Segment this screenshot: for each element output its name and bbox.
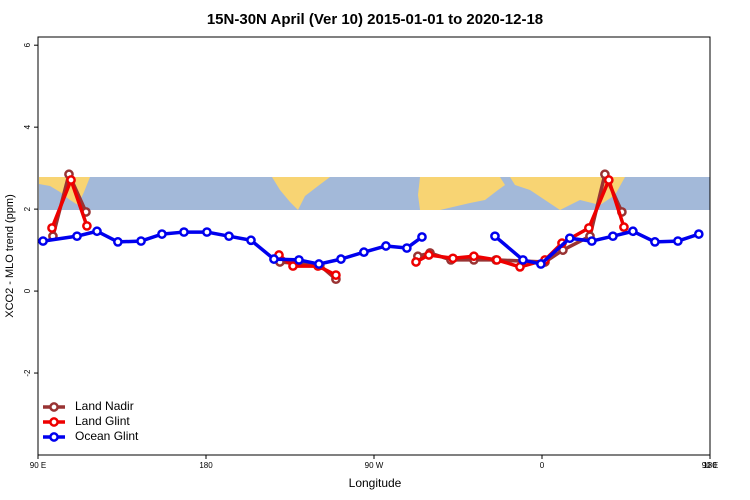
point <box>269 254 279 264</box>
x-tick-label: 180 <box>199 461 213 470</box>
point <box>202 227 212 237</box>
legend-label: Ocean Glint <box>75 429 139 443</box>
point <box>246 235 256 246</box>
point <box>469 251 479 262</box>
point <box>157 229 167 239</box>
point <box>38 236 48 246</box>
point <box>224 231 234 242</box>
point <box>179 227 189 237</box>
point <box>490 231 500 242</box>
legend-label: Land Glint <box>75 414 130 428</box>
point <box>603 175 614 185</box>
point <box>586 236 597 246</box>
point <box>536 259 546 269</box>
y-tick-label: 2 <box>23 206 32 211</box>
point <box>673 236 683 246</box>
point <box>381 241 391 251</box>
plot-frame <box>37 36 711 456</box>
y-tick-label: 6 <box>23 42 32 47</box>
point <box>72 231 82 242</box>
point <box>564 233 575 244</box>
point <box>113 237 123 247</box>
y-tick-label: 0 <box>23 288 32 293</box>
y-axis-label: XCO2 - MLO trend (ppm) <box>4 194 16 317</box>
point <box>417 232 427 242</box>
point <box>336 254 346 264</box>
point <box>359 247 369 257</box>
x-axis-label: Longitude <box>349 476 402 490</box>
x-tick-label: 90 E <box>702 461 718 470</box>
point <box>411 257 421 267</box>
series-line <box>493 229 700 266</box>
point <box>402 243 412 253</box>
legend-label: Land Nadir <box>75 399 134 413</box>
legend-marker <box>49 402 59 412</box>
x-tick-label: 180 <box>703 461 717 470</box>
point <box>331 270 341 280</box>
x-tick-label: 90 W <box>365 461 384 470</box>
legend-marker <box>49 417 59 427</box>
y-tick-label: -2 <box>23 369 32 377</box>
point <box>491 255 502 265</box>
point <box>650 237 660 247</box>
point <box>288 261 298 271</box>
x-tick-label: 0 <box>540 461 545 470</box>
point <box>628 226 638 237</box>
map-band <box>39 177 710 210</box>
legend-marker <box>49 432 59 442</box>
point <box>619 222 629 232</box>
point <box>314 259 324 269</box>
x-tick-label: 90 E <box>30 461 46 470</box>
point <box>448 253 458 264</box>
point <box>584 223 594 233</box>
point <box>136 236 146 246</box>
point <box>82 221 92 231</box>
chart-title: 15N-30N April (Ver 10) 2015-01-01 to 202… <box>207 11 543 28</box>
point <box>608 231 618 242</box>
point <box>518 255 528 265</box>
point <box>66 175 76 185</box>
point <box>92 226 102 237</box>
point <box>693 229 704 239</box>
point <box>294 255 304 265</box>
point <box>424 250 434 260</box>
y-tick-label: 4 <box>23 124 32 129</box>
point <box>47 223 57 233</box>
